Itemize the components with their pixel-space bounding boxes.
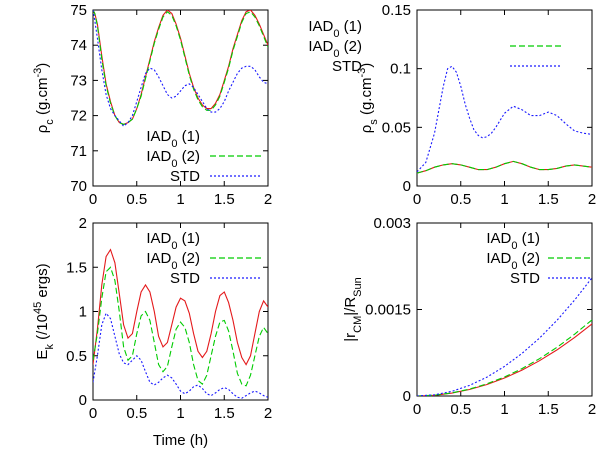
legend-label: IAD0 (1) [308, 18, 362, 40]
y-axis-label: ρs (g.cm-3) [356, 63, 380, 134]
y-tick-label: 1 [79, 304, 87, 321]
series-line-iad1 [93, 10, 268, 125]
x-tick-label: 2 [588, 401, 596, 418]
x-tick-label: 2 [264, 405, 272, 422]
x-tick-label: 1 [500, 191, 508, 208]
legend-label: IAD0 (1) [486, 230, 540, 252]
y-axis-label: |rCM|/RSun [342, 277, 364, 342]
legend-label: STD [510, 270, 540, 287]
legend-label: STD [332, 58, 362, 75]
legend-label: IAD0 (2) [308, 38, 362, 60]
x-tick-label: 1.5 [538, 401, 559, 418]
x-tick-label: 1 [500, 401, 508, 418]
y-tick-label: 71 [70, 143, 87, 160]
x-tick-label: 0.5 [126, 191, 147, 208]
legend-label: IAD0 (1) [146, 230, 200, 252]
panel-center-of-mass: 0 0.5 1 1.5 2 0 0.0015 0.003 |rCM|/RSun IAD0 (1)I… [342, 215, 596, 418]
panel-kinetic-energy: 0 0.5 1 1.5 2 0 0.5 1 1.5 2 Ek (/1045 ergs) Time (h… [32, 215, 272, 449]
x-tick-label: 1.5 [538, 191, 559, 208]
legend-label: IAD0 (1) [146, 128, 200, 150]
y-tick-label: 0 [403, 178, 411, 195]
plot-frame [416, 9, 593, 187]
x-tick-label: 0 [89, 405, 97, 422]
legend-label: STD [170, 270, 200, 287]
legend-label: IAD0 (2) [146, 250, 200, 272]
x-tick-label: 1.5 [214, 191, 235, 208]
x-tick-label: 1 [176, 191, 184, 208]
x-tick-label: 0 [89, 191, 97, 208]
x-tick-label: 1.5 [214, 405, 235, 422]
series-line-std [93, 312, 268, 399]
y-axis-label: ρc (g.cm-3) [32, 63, 56, 134]
x-tick-label: 1 [176, 405, 184, 422]
x-tick-label: 0.5 [450, 191, 471, 208]
y-tick-label: 0.003 [373, 215, 411, 232]
series-line-iad1 [417, 323, 592, 396]
series-line-iad1 [93, 248, 268, 366]
y-axis-label: Ek (/1045 ergs) [32, 263, 56, 359]
series-line-iad2 [93, 266, 268, 387]
series-line-iad2 [417, 160, 592, 174]
y-tick-label: 0.15 [382, 2, 411, 19]
legend-label: IAD0 (2) [146, 148, 200, 170]
y-tick-label: 0.5 [66, 348, 87, 365]
legend-label: STD [170, 168, 200, 185]
y-tick-label: 72 [70, 108, 87, 125]
x-tick-label: 0.5 [126, 405, 147, 422]
series-line-std [93, 10, 268, 127]
y-tick-label: 70 [70, 178, 87, 195]
y-tick-label: 0.1 [390, 61, 411, 78]
panel-surface-density: 0 0.5 1 1.5 2 0 0.05 0.1 0.15 ρs (g.cm-3) IAD0 (1)… [308, 2, 596, 208]
x-tick-label: 0 [413, 401, 421, 418]
series-line-std [417, 277, 592, 396]
legend-label: IAD0 (2) [486, 250, 540, 272]
x-tick-label: 2 [264, 191, 272, 208]
y-tick-label: 0 [403, 388, 411, 405]
x-tick-label: 0.5 [450, 401, 471, 418]
y-tick-label: 75 [70, 2, 87, 19]
x-tick-label: 2 [588, 191, 596, 208]
y-tick-label: 2 [79, 215, 87, 232]
y-tick-label: 0.0015 [365, 302, 411, 319]
series-line-iad2 [93, 10, 268, 125]
y-tick-label: 73 [70, 72, 87, 89]
series-line-iad2 [417, 319, 592, 396]
y-tick-label: 1.5 [66, 259, 87, 276]
y-tick-label: 0.05 [382, 119, 411, 136]
x-axis-label: Time (h) [153, 432, 208, 449]
y-tick-label: 74 [70, 37, 87, 54]
panel-central-density: 0 0.5 1 1.5 2 70 71 72 73 74 75 ρc (g.cm-3) IAD0 (1)… [32, 2, 272, 208]
y-tick-label: 0 [79, 392, 87, 409]
x-tick-label: 0 [413, 191, 421, 208]
series-line-std [417, 65, 592, 173]
